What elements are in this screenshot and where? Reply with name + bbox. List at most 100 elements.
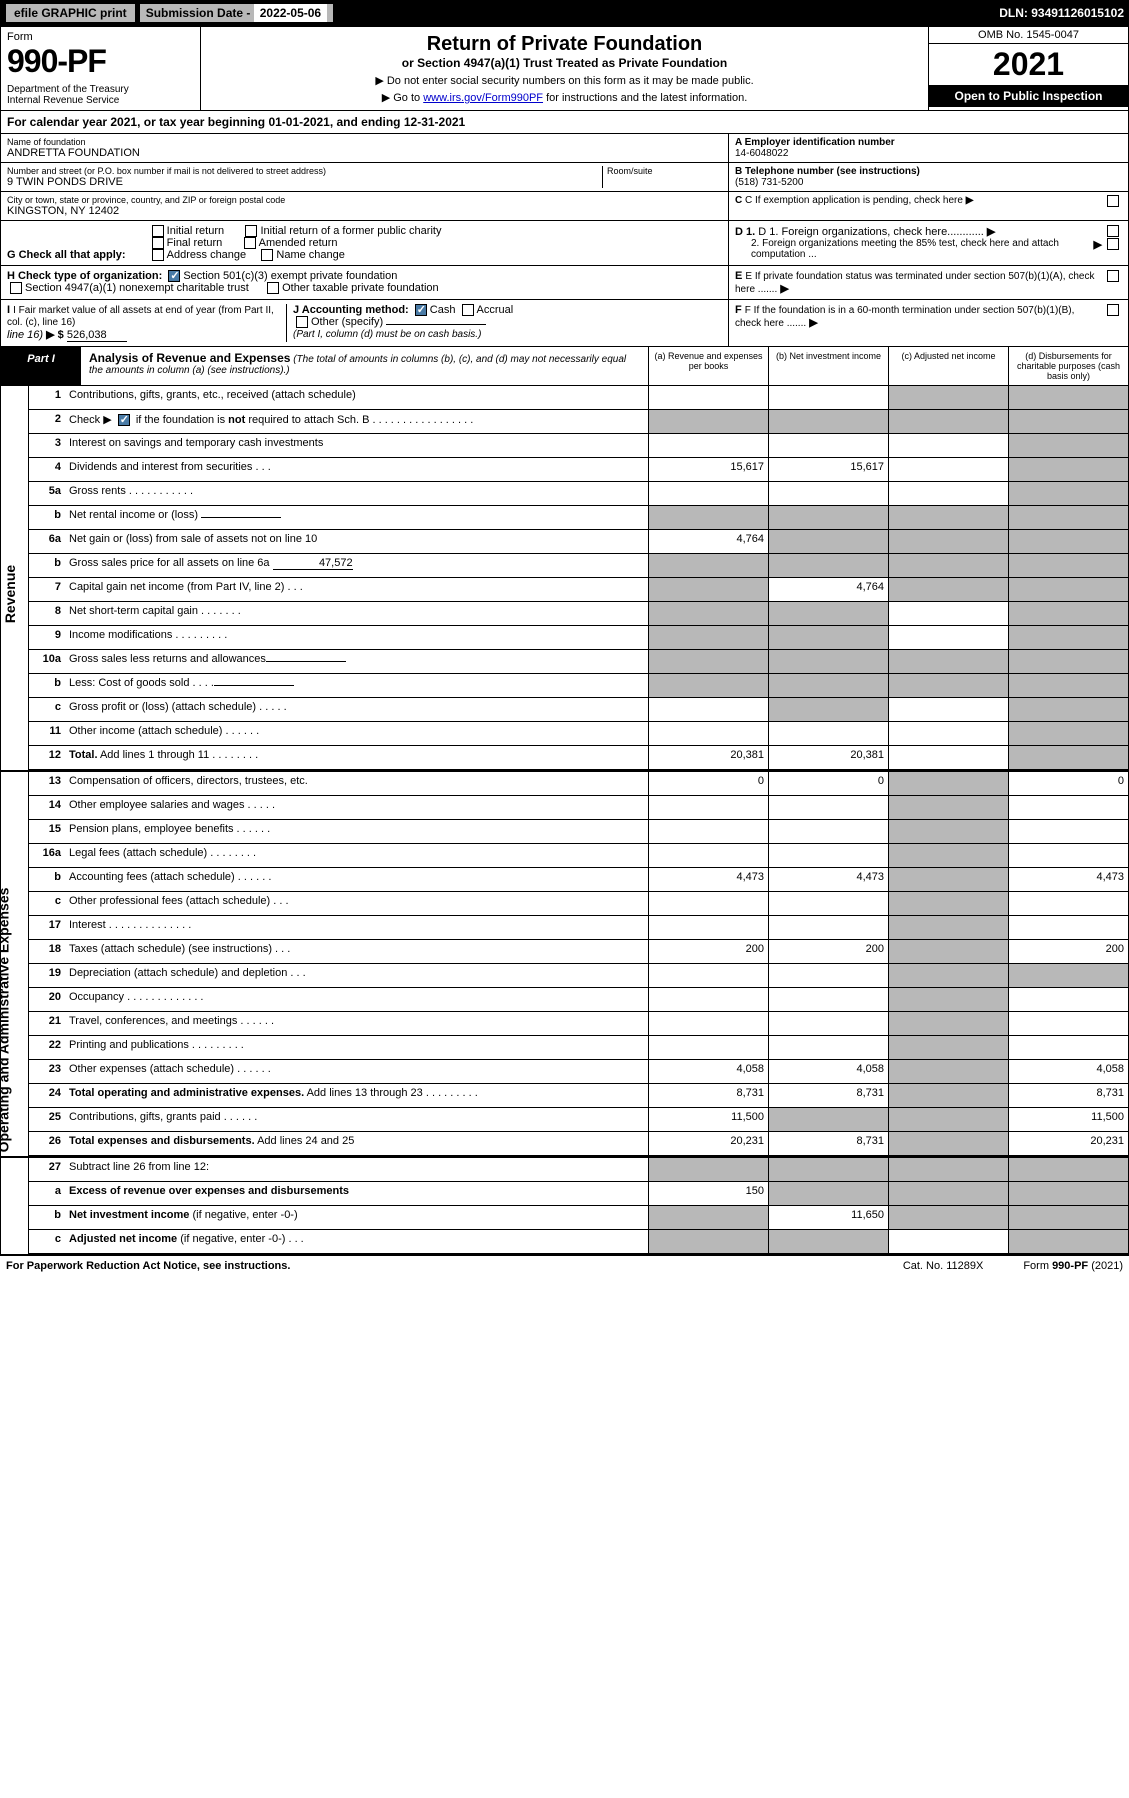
table-row: 6aNet gain or (loss) from sale of assets… (29, 530, 1128, 554)
ein-row: A Employer identification number14-60480… (729, 134, 1128, 163)
exemption-pending-row: C C If exemption application is pending,… (729, 192, 1128, 210)
cell-value: 200 (648, 940, 768, 963)
row-desc: Net rental income or (loss) (65, 506, 648, 529)
cell-grey (768, 1230, 888, 1253)
cell-value (768, 796, 888, 819)
check-initial-former[interactable] (245, 225, 257, 237)
form-link[interactable]: www.irs.gov/Form990PF (423, 92, 543, 104)
form-instruction-1: ▶ Do not enter social security numbers o… (207, 74, 922, 87)
check-sch-b[interactable] (118, 414, 130, 426)
footer-form: Form 990-PF (2021) (1023, 1260, 1123, 1272)
cell-value (648, 722, 768, 745)
cell-grey (888, 386, 1008, 409)
cell-value: 4,058 (768, 1060, 888, 1083)
check-d2[interactable] (1107, 238, 1119, 250)
footer-cat: Cat. No. 11289X (903, 1260, 984, 1272)
check-501c3[interactable] (168, 270, 180, 282)
cell-grey (888, 796, 1008, 819)
row-desc: Legal fees (attach schedule) . . . . . .… (65, 844, 648, 867)
form-container: Form 990-PF Department of the TreasuryIn… (0, 26, 1129, 1255)
efile-print-button[interactable]: efile GRAPHIC print (5, 3, 136, 23)
cell-grey (1008, 434, 1128, 457)
row-desc: Pension plans, employee benefits . . . .… (65, 820, 648, 843)
cell-value (768, 892, 888, 915)
cell-grey (1008, 482, 1128, 505)
row-number: b (29, 554, 65, 577)
cell-grey (768, 674, 888, 697)
cell-value: 200 (768, 940, 888, 963)
cell-grey (1008, 964, 1128, 987)
table-row: 2Check ▶ if the foundation is not requir… (29, 410, 1128, 434)
check-f[interactable] (1107, 304, 1119, 316)
cell-grey (648, 602, 768, 625)
check-e[interactable] (1107, 270, 1119, 282)
cell-value: 4,473 (648, 868, 768, 891)
row-desc: Subtract line 26 from line 12: (65, 1158, 648, 1181)
cell-grey (888, 844, 1008, 867)
cell-grey (1008, 602, 1128, 625)
row-desc: Total operating and administrative expen… (65, 1084, 648, 1107)
row-desc: Other income (attach schedule) . . . . .… (65, 722, 648, 745)
cell-value (768, 1012, 888, 1035)
cell-value (888, 626, 1008, 649)
cell-value: 20,231 (1008, 1132, 1128, 1155)
row-number: 2 (29, 410, 65, 433)
check-final-return[interactable] (152, 237, 164, 249)
cell-value: 4,058 (648, 1060, 768, 1083)
check-name-change[interactable] (261, 249, 273, 261)
cell-value (648, 1036, 768, 1059)
cell-grey (1008, 1158, 1128, 1181)
cell-value (888, 746, 1008, 769)
cell-grey (888, 1132, 1008, 1155)
form-title-block: Return of Private Foundation or Section … (201, 27, 928, 110)
check-other-method[interactable] (296, 316, 308, 328)
cell-grey (768, 626, 888, 649)
cell-value (888, 602, 1008, 625)
cell-grey (1008, 1182, 1128, 1205)
dln: DLN: 93491126015102 (999, 6, 1124, 20)
cell-grey (888, 940, 1008, 963)
row-number: 24 (29, 1084, 65, 1107)
cell-grey (1008, 626, 1128, 649)
cell-grey (768, 530, 888, 553)
cell-grey (1008, 674, 1128, 697)
row-desc: Gross profit or (loss) (attach schedule)… (65, 698, 648, 721)
check-4947[interactable] (10, 282, 22, 294)
table-row: 18Taxes (attach schedule) (see instructi… (29, 940, 1128, 964)
cell-value (648, 386, 768, 409)
cell-grey (888, 772, 1008, 795)
row-number: c (29, 1230, 65, 1253)
row-number: 11 (29, 722, 65, 745)
check-other-taxable[interactable] (267, 282, 279, 294)
check-initial-return[interactable] (152, 225, 164, 237)
row-desc: Check ▶ if the foundation is not require… (65, 410, 648, 433)
cell-grey (768, 410, 888, 433)
check-accrual[interactable] (462, 304, 474, 316)
cell-grey (888, 578, 1008, 601)
cell-grey (768, 602, 888, 625)
check-address-change[interactable] (152, 249, 164, 261)
row-number: 8 (29, 602, 65, 625)
check-d1[interactable] (1107, 225, 1119, 237)
part-1-header: Part I Analysis of Revenue and Expenses … (1, 346, 1128, 386)
cell-grey (888, 1060, 1008, 1083)
cell-value (888, 722, 1008, 745)
form-identifier: Form 990-PF Department of the TreasuryIn… (1, 27, 201, 110)
row-desc: Less: Cost of goods sold . . . . (65, 674, 648, 697)
cell-grey (648, 1230, 768, 1253)
check-cash[interactable] (415, 304, 427, 316)
cell-value (768, 722, 888, 745)
row-number: 19 (29, 964, 65, 987)
cell-grey (888, 530, 1008, 553)
table-row: 9Income modifications . . . . . . . . . (29, 626, 1128, 650)
cell-value (768, 988, 888, 1011)
col-a-header: (a) Revenue and expenses per books (648, 347, 768, 385)
submission-label: Submission Date - 2022-05-06 (140, 4, 333, 22)
check-amended[interactable] (244, 237, 256, 249)
table-row: cOther professional fees (attach schedul… (29, 892, 1128, 916)
table-row: 23Other expenses (attach schedule) . . .… (29, 1060, 1128, 1084)
row-number: 23 (29, 1060, 65, 1083)
row-desc: Excess of revenue over expenses and disb… (65, 1182, 648, 1205)
table-row: aExcess of revenue over expenses and dis… (29, 1182, 1128, 1206)
check-c[interactable] (1107, 195, 1119, 207)
